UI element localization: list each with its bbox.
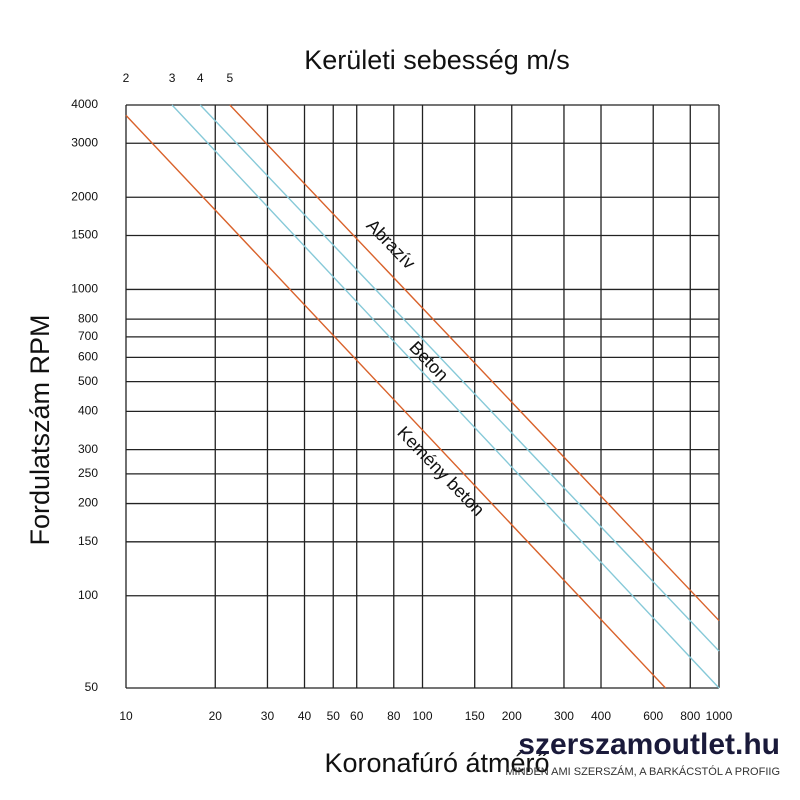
y-tick-label: 200 [78,496,98,510]
watermark-site: szerszamoutlet.hu [518,728,780,761]
x-tick-label: 50 [327,709,341,723]
y-tick-label: 1500 [71,228,98,242]
y-tick-label: 4000 [71,97,98,111]
x-tick-label: 600 [643,709,663,723]
y-tick-label: 100 [78,588,98,602]
y-tick-label: 2000 [71,189,98,203]
x-tick-label: 40 [298,709,312,723]
y-tick-label: 800 [78,311,98,325]
x-tick-label: 800 [680,709,700,723]
y-tick-label: 50 [85,680,99,694]
x-tick-label: 80 [387,709,401,723]
chart-title: Kerületi sebesség m/s [304,45,570,75]
top-tick-label: 5 [227,71,234,85]
y-tick-label: 3000 [71,135,98,149]
x-tick-label: 300 [554,709,574,723]
y-tick-label: 250 [78,466,98,480]
watermark-tagline: MINDEN AMI SZERSZÁM, A BARKÁCSTÓL A PROF… [505,765,780,778]
x-axis-title: Koronafúró átmérő [324,748,549,778]
x-tick-label: 10 [119,709,133,723]
speed-line [199,104,720,652]
x-tick-label: 150 [465,709,485,723]
line-annotation: Abrazív [363,215,420,273]
x-tick-label: 400 [591,709,611,723]
speed-line [171,104,720,689]
y-tick-label: 400 [78,404,98,418]
speed-line [229,104,720,622]
top-tick-label: 4 [197,71,204,85]
x-tick-label: 30 [261,709,275,723]
x-tick-label: 200 [502,709,522,723]
speed-line [125,114,667,689]
y-tick-label: 500 [78,374,98,388]
x-tick-label: 100 [412,709,432,723]
x-tick-label: 20 [209,709,223,723]
top-tick-label: 3 [169,71,176,85]
y-tick-label: 600 [78,350,98,364]
y-axis-title: Fordulatszám RPM [25,314,55,545]
top-tick-label: 2 [123,71,130,85]
y-tick-label: 150 [78,534,98,548]
y-tick-label: 700 [78,329,98,343]
x-tick-label: 1000 [706,709,733,723]
y-tick-label: 300 [78,442,98,456]
x-tick-label: 60 [350,709,364,723]
y-tick-label: 1000 [71,282,98,296]
